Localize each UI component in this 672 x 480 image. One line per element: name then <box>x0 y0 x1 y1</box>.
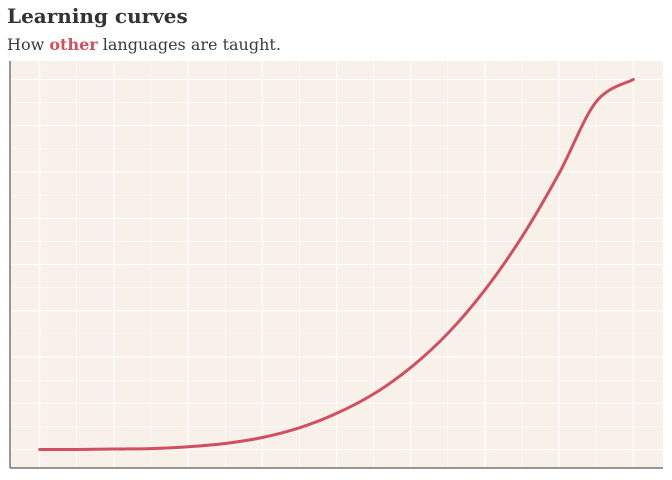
subtitle-highlight: other <box>49 35 98 54</box>
grid-major <box>10 61 663 468</box>
subtitle-prefix: How <box>7 35 50 54</box>
chart-title: Learning curves <box>7 4 188 28</box>
chart-subtitle: How other languages are taught. <box>7 35 281 54</box>
series-line <box>38 78 635 452</box>
subtitle-suffix: languages are taught. <box>97 35 281 54</box>
